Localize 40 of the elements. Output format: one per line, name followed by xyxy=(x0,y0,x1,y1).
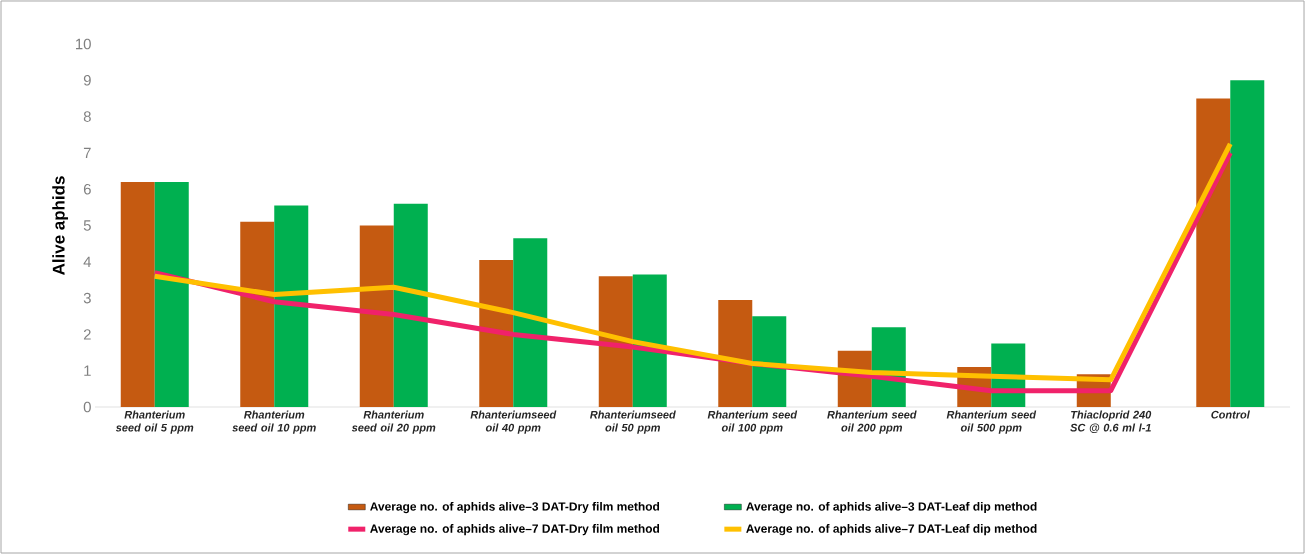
y-tick-label: 0 xyxy=(83,401,91,413)
x-tick-label: Rhanterium seed oil 500 ppm xyxy=(946,410,1037,434)
y-tick-label: 10 xyxy=(76,38,91,50)
y-tick-label: 7 xyxy=(83,147,91,159)
x-tick-label: Rhanterium seed oil 10 ppm xyxy=(232,410,316,434)
y-tick-label: 4 xyxy=(83,256,92,267)
bar xyxy=(359,225,394,407)
x-tick-label: Rhanteriumseed oil 40 ppm xyxy=(470,410,557,434)
y-tick-label: 2 xyxy=(83,329,91,340)
legend-label: Average no. of aphids alive–7 DAT-Leaf dip method xyxy=(746,524,1037,536)
bar xyxy=(1230,80,1265,407)
y-tick-label: 1 xyxy=(84,365,91,376)
x-tick-label: Rhanterium seed oil 5 ppm xyxy=(115,410,194,434)
x-tick-label: Control xyxy=(1211,410,1250,419)
bar xyxy=(513,238,548,407)
x-tick-label: Thiacloprid 240 SC @ 0.6 ml l-1 xyxy=(1070,410,1152,433)
legend-label: Average no. of aphids alive–7 DAT-Dry film method xyxy=(370,524,660,536)
bar xyxy=(479,259,514,407)
bar xyxy=(154,181,189,407)
bar xyxy=(120,181,155,407)
y-axis-title: Alive aphids xyxy=(52,176,69,275)
bar xyxy=(718,299,753,407)
bar xyxy=(274,205,309,407)
x-tick-label: Rhanterium seed oil 100 ppm xyxy=(707,410,798,434)
x-tick-label: Rhanteriumseed oil 50 ppm xyxy=(590,410,676,434)
y-tick-label: 6 xyxy=(83,183,91,195)
x-tick-label: Rhanterium seed oil 20 ppm xyxy=(351,410,436,434)
legend-label: Average no. of aphids alive–3 DAT-Leaf dip method xyxy=(746,501,1037,514)
bar xyxy=(598,276,633,407)
y-tick-label: 5 xyxy=(83,220,91,231)
y-tick-label: 8 xyxy=(83,111,91,122)
y-tick-label: 3 xyxy=(83,292,91,304)
bar xyxy=(632,274,667,407)
bar xyxy=(393,203,428,407)
bar xyxy=(240,221,275,407)
x-tick-label: Rhanterium seed oil 200 ppm xyxy=(827,410,917,434)
bar xyxy=(1196,98,1231,407)
y-tick-label: 9 xyxy=(83,75,91,86)
legend-label: Average no. of aphids alive–3 DAT-Dry film method xyxy=(370,501,660,514)
bar xyxy=(752,316,787,407)
